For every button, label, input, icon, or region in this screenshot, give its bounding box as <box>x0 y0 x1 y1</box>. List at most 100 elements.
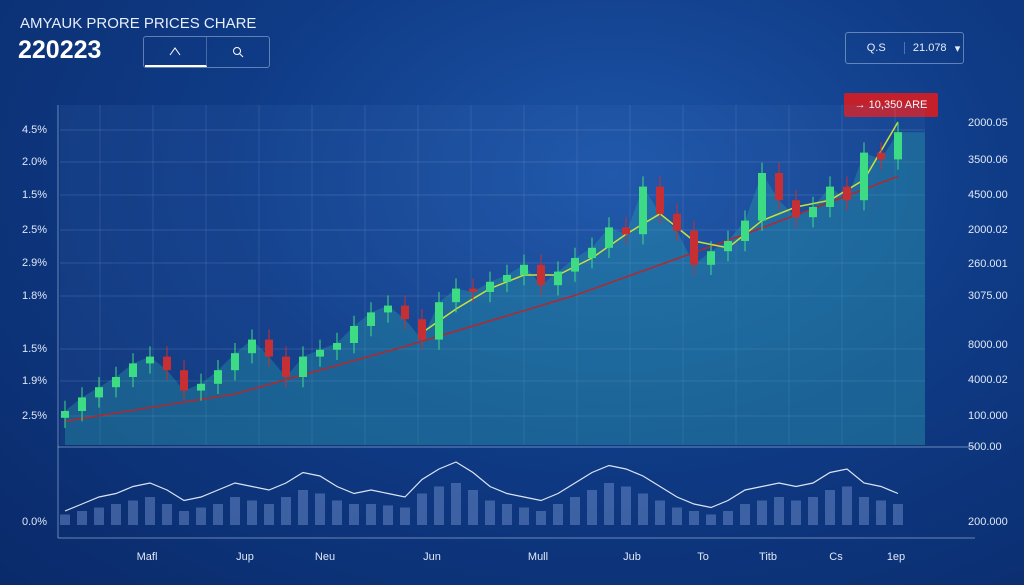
x-tick-label: Mull <box>528 551 548 563</box>
y2-tick-label: 3075.00 <box>968 290 1008 302</box>
volume-bar <box>519 507 529 525</box>
candle-body <box>282 356 290 377</box>
candle-body <box>333 343 341 350</box>
ma-line <box>421 121 899 334</box>
title: AMYAUK PRORE PRICES CHARE <box>20 15 257 32</box>
badge-text: 10,350 ARE <box>868 99 928 111</box>
price-area <box>65 132 925 445</box>
candle-body <box>894 132 902 160</box>
volume-bar <box>621 486 631 525</box>
volume-bar <box>638 493 648 525</box>
icon <box>232 47 243 58</box>
volume-bar <box>332 500 342 525</box>
candle-body <box>622 227 630 235</box>
volume-bar <box>774 497 784 525</box>
y2-tick-label: 4000.02 <box>968 374 1008 386</box>
candle-body <box>758 173 766 221</box>
y2-tick-label: 4500.00 <box>968 189 1008 201</box>
candle-body <box>571 258 579 272</box>
y2-tick-label: 2000.05 <box>968 117 1008 129</box>
candle-body <box>231 353 239 371</box>
y2-tick-label: 8000.00 <box>968 339 1008 351</box>
candle-body <box>605 227 613 248</box>
volume-bar <box>604 483 614 525</box>
volume-bar <box>264 504 274 525</box>
volume-bar <box>230 497 240 525</box>
x-tick-label: Neu <box>315 551 335 563</box>
candle-body <box>588 247 596 258</box>
candle-body <box>554 271 562 286</box>
x-tick-label: Jun <box>423 551 441 563</box>
candle-body <box>350 326 358 343</box>
volume-bar <box>468 490 478 525</box>
y-tick-label: 2.9% <box>22 257 47 269</box>
candle-body <box>673 213 681 231</box>
candle-body <box>537 264 545 286</box>
candle-body <box>690 230 698 265</box>
candle-body <box>299 356 307 377</box>
volume-bar <box>400 507 410 525</box>
candle-body <box>248 339 256 354</box>
volume-bar <box>672 507 682 525</box>
symbol-selector[interactable]: Q.S 21.078 ▾ <box>845 32 964 64</box>
oscillator-line <box>64 461 899 512</box>
candle-body <box>316 349 324 357</box>
candle-body <box>384 305 392 313</box>
volume-bar <box>145 497 155 525</box>
candle-body <box>860 152 868 201</box>
volume-bar <box>536 511 546 525</box>
candle-body <box>707 251 715 265</box>
toolbar <box>143 36 270 68</box>
candle-body <box>452 288 460 303</box>
x-tick-label: 1ep <box>887 551 905 563</box>
volume-bar <box>94 507 104 525</box>
y-tick-label: 2.5% <box>22 410 47 422</box>
y-tick-label: 1.5% <box>22 189 47 201</box>
y-tick-label: 1.8% <box>22 290 47 302</box>
candle-body <box>503 275 511 282</box>
trend-line <box>64 175 899 422</box>
candle-body <box>520 264 528 275</box>
candle-body <box>265 339 273 357</box>
search-button[interactable] <box>207 37 269 67</box>
x-tick-label: Cs <box>829 551 843 563</box>
candle-body <box>843 186 851 201</box>
volume-bar <box>893 504 903 525</box>
volume-bar <box>281 497 291 525</box>
y-tick-label: 2.5% <box>22 224 47 236</box>
volume-bar <box>825 490 835 525</box>
candle-body <box>792 200 800 218</box>
volume-bar <box>859 497 869 525</box>
volume-bar <box>451 483 461 525</box>
volume-bar <box>587 490 597 525</box>
volume-bar <box>213 504 223 525</box>
candle-body <box>61 411 69 418</box>
headline-value: 220223 <box>18 36 102 64</box>
volume-bar <box>485 500 495 525</box>
candle-body <box>877 152 885 160</box>
candle-body <box>418 319 426 340</box>
candle-body <box>129 363 137 377</box>
candle-body <box>639 186 647 235</box>
volume-bar <box>60 514 70 525</box>
volume-bar <box>434 486 444 525</box>
candle-body <box>775 173 783 201</box>
x-tick-label: To <box>697 551 709 563</box>
volume-bar <box>689 511 699 525</box>
icon <box>169 47 181 56</box>
candle-body <box>435 302 443 340</box>
volume-bar <box>502 504 512 525</box>
volume-bar <box>808 497 818 525</box>
volume-bar <box>162 504 172 525</box>
x-tick-label: Jup <box>236 551 254 563</box>
candle-body <box>401 305 409 320</box>
chart-type-button[interactable] <box>144 37 207 67</box>
volume-bar <box>553 504 563 525</box>
price-badge: → 10,350 ARE <box>844 93 938 117</box>
candle-body <box>486 281 494 292</box>
y2-tick-label: 500.00 <box>968 441 1002 453</box>
volume-bar <box>77 511 87 525</box>
y2-tick-label: 200.000 <box>968 516 1008 528</box>
candle-body <box>78 397 86 411</box>
